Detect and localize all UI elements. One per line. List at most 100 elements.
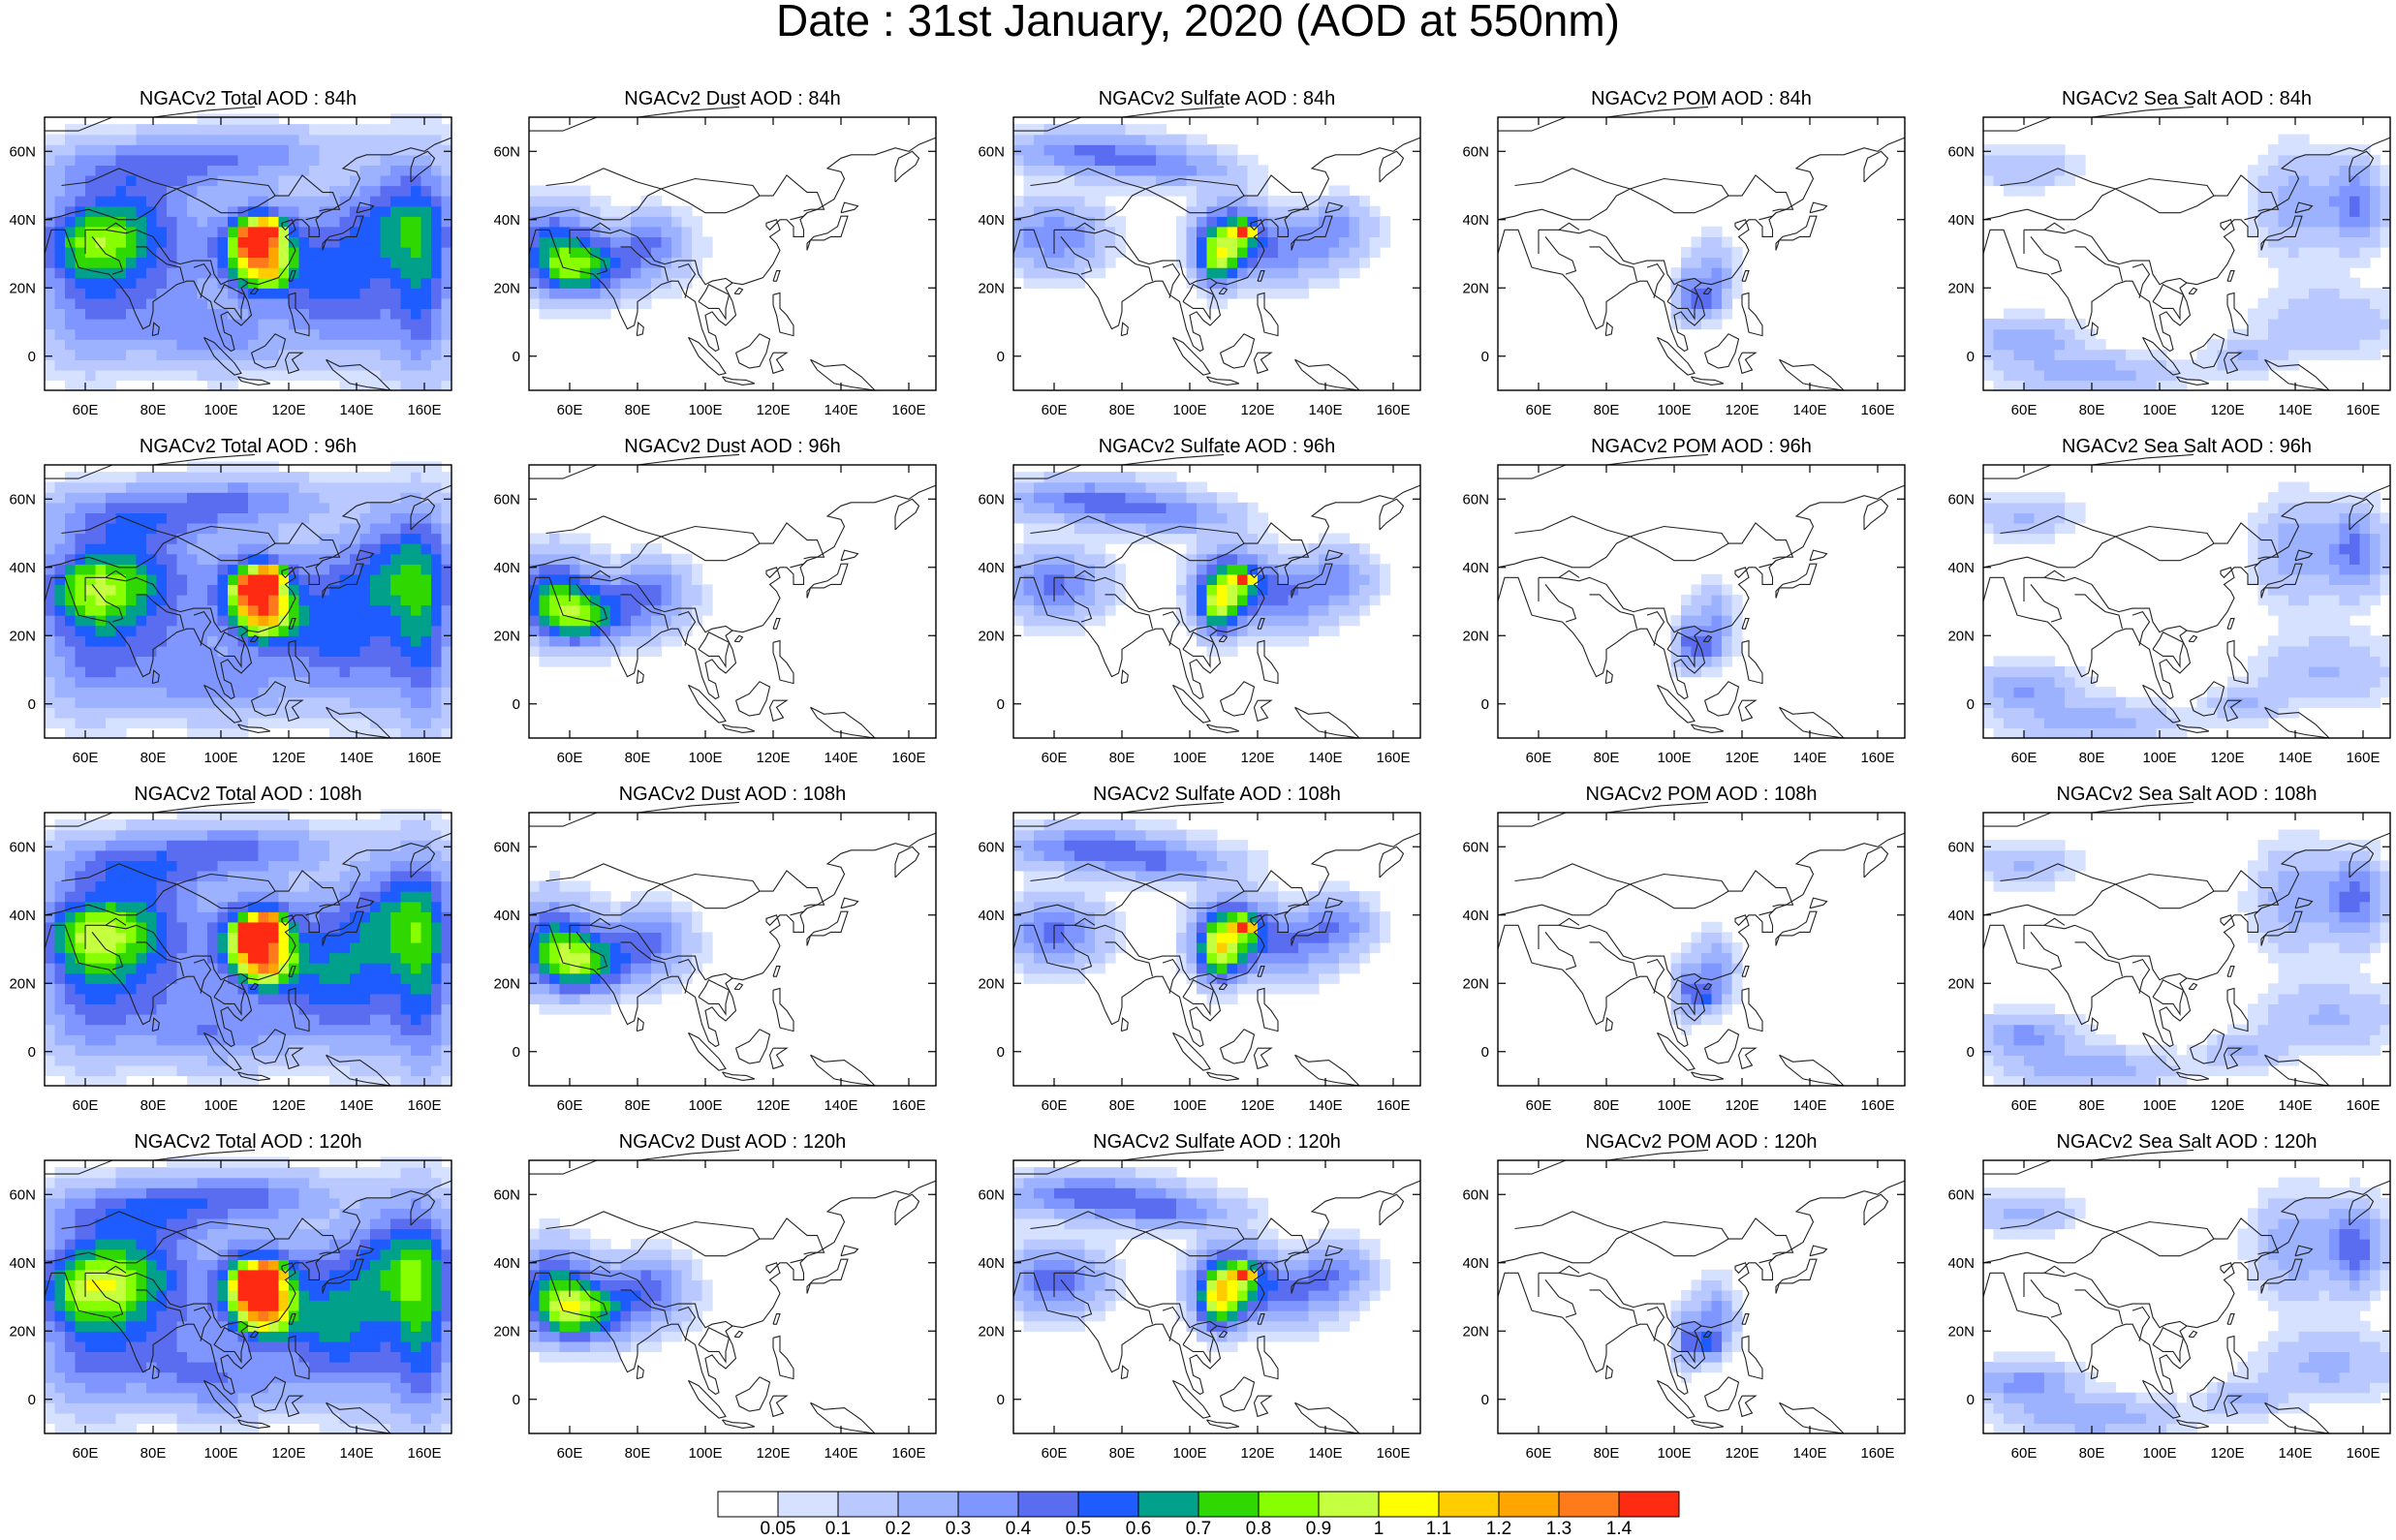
aod-cell	[1074, 155, 1085, 166]
aod-cell	[350, 350, 360, 360]
aod-cell	[1329, 534, 1340, 544]
aod-cell	[2268, 186, 2279, 197]
aod-cell	[218, 512, 229, 523]
aod-cell	[381, 492, 391, 503]
aod-cell	[65, 288, 76, 298]
aod-cell	[1207, 258, 1218, 268]
aod-cell	[1329, 186, 1340, 197]
aod-cell	[662, 595, 672, 605]
aod-cell	[1217, 258, 1228, 268]
aod-cell	[1339, 615, 1350, 626]
aod-cell	[1136, 503, 1146, 513]
lon-tick-label: 160E	[1860, 402, 1894, 418]
aod-cell	[1722, 247, 1732, 258]
aod-cell	[76, 666, 86, 677]
aod-cell	[381, 144, 391, 155]
aod-cell	[329, 319, 340, 329]
aod-cell	[55, 359, 66, 370]
aod-cell	[268, 718, 279, 728]
aod-cell	[106, 666, 116, 677]
aod-cell	[279, 267, 290, 278]
aod-cell	[360, 308, 371, 319]
aod-cell	[360, 124, 371, 135]
aod-cell	[340, 635, 351, 646]
aod-cell	[360, 298, 371, 309]
aod-cell	[1339, 216, 1350, 227]
aod-cell	[85, 564, 96, 574]
aod-cell	[2024, 339, 2035, 350]
aod-cell	[187, 144, 198, 155]
aod-cell	[85, 666, 96, 677]
aod-cell	[1994, 697, 2005, 708]
aod-cell	[218, 196, 229, 206]
lat-tick-label: 60N	[9, 491, 36, 508]
aod-cell	[1237, 564, 1248, 574]
aod-cell	[238, 595, 249, 605]
aod-cell	[381, 339, 391, 350]
aod-cell	[2279, 236, 2289, 247]
aod-cell	[1994, 687, 2005, 697]
aod-cell	[76, 503, 86, 513]
aod-cell	[2319, 155, 2330, 166]
aod-cell	[65, 635, 76, 646]
aod-cell	[259, 114, 269, 125]
aod-cell	[442, 707, 452, 718]
aod-cell	[45, 626, 55, 636]
aod-cell	[76, 350, 86, 360]
aod-cell	[299, 206, 310, 217]
aod-cell	[198, 247, 208, 258]
aod-cell	[2309, 666, 2319, 677]
aod-cell	[540, 584, 550, 595]
aod-cell	[590, 196, 601, 206]
aod-cell	[2329, 666, 2340, 677]
aod-cell	[2055, 707, 2066, 718]
aod-cell	[2105, 359, 2116, 370]
aod-cell	[2004, 666, 2014, 677]
aod-cell	[167, 512, 177, 523]
aod-cell	[320, 298, 330, 309]
aod-cell	[137, 124, 147, 135]
aod-cell	[126, 124, 137, 135]
aod-cell	[55, 339, 66, 350]
aod-cell	[2288, 278, 2299, 289]
aod-cell	[259, 155, 269, 166]
aod-cell	[1268, 615, 1279, 626]
aod-cell	[1167, 512, 1177, 523]
aod-cell	[2349, 554, 2360, 565]
aod-cell	[1994, 707, 2005, 718]
aod-cell	[601, 247, 611, 258]
aod-cell	[421, 564, 432, 574]
aod-cell	[381, 216, 391, 227]
aod-cell	[2136, 718, 2147, 728]
aod-cell	[1258, 206, 1268, 217]
aod-cell	[2349, 350, 2360, 360]
aod-cell	[2380, 656, 2391, 666]
aod-cell	[1722, 267, 1732, 278]
aod-cell	[2299, 492, 2310, 503]
aod-cell	[570, 635, 580, 646]
aod-cell	[431, 472, 442, 482]
aod-cell	[198, 534, 208, 544]
aod-cell	[2360, 503, 2371, 513]
aod-cell	[370, 380, 381, 390]
aod-cell	[1197, 196, 1207, 206]
aod-cell	[540, 216, 550, 227]
aod-cell	[2014, 186, 2025, 197]
aod-cell	[1329, 574, 1340, 585]
aod-cell	[45, 666, 55, 677]
aod-cell	[126, 543, 137, 554]
aod-cell	[601, 206, 611, 217]
aod-cell	[55, 1003, 66, 1014]
aod-cell	[1228, 267, 1238, 278]
aod-cell	[2349, 247, 2360, 258]
lat-tick-label: 20N	[1462, 280, 1489, 296]
aod-cell	[540, 288, 550, 298]
aod-cell	[360, 288, 371, 298]
aod-cell	[390, 319, 401, 329]
aod-cell	[2258, 308, 2269, 319]
aod-cell	[279, 503, 290, 513]
aod-cell	[279, 124, 290, 135]
aod-cell	[421, 350, 432, 360]
aod-cell	[2268, 155, 2279, 166]
aod-cell	[2299, 350, 2310, 360]
